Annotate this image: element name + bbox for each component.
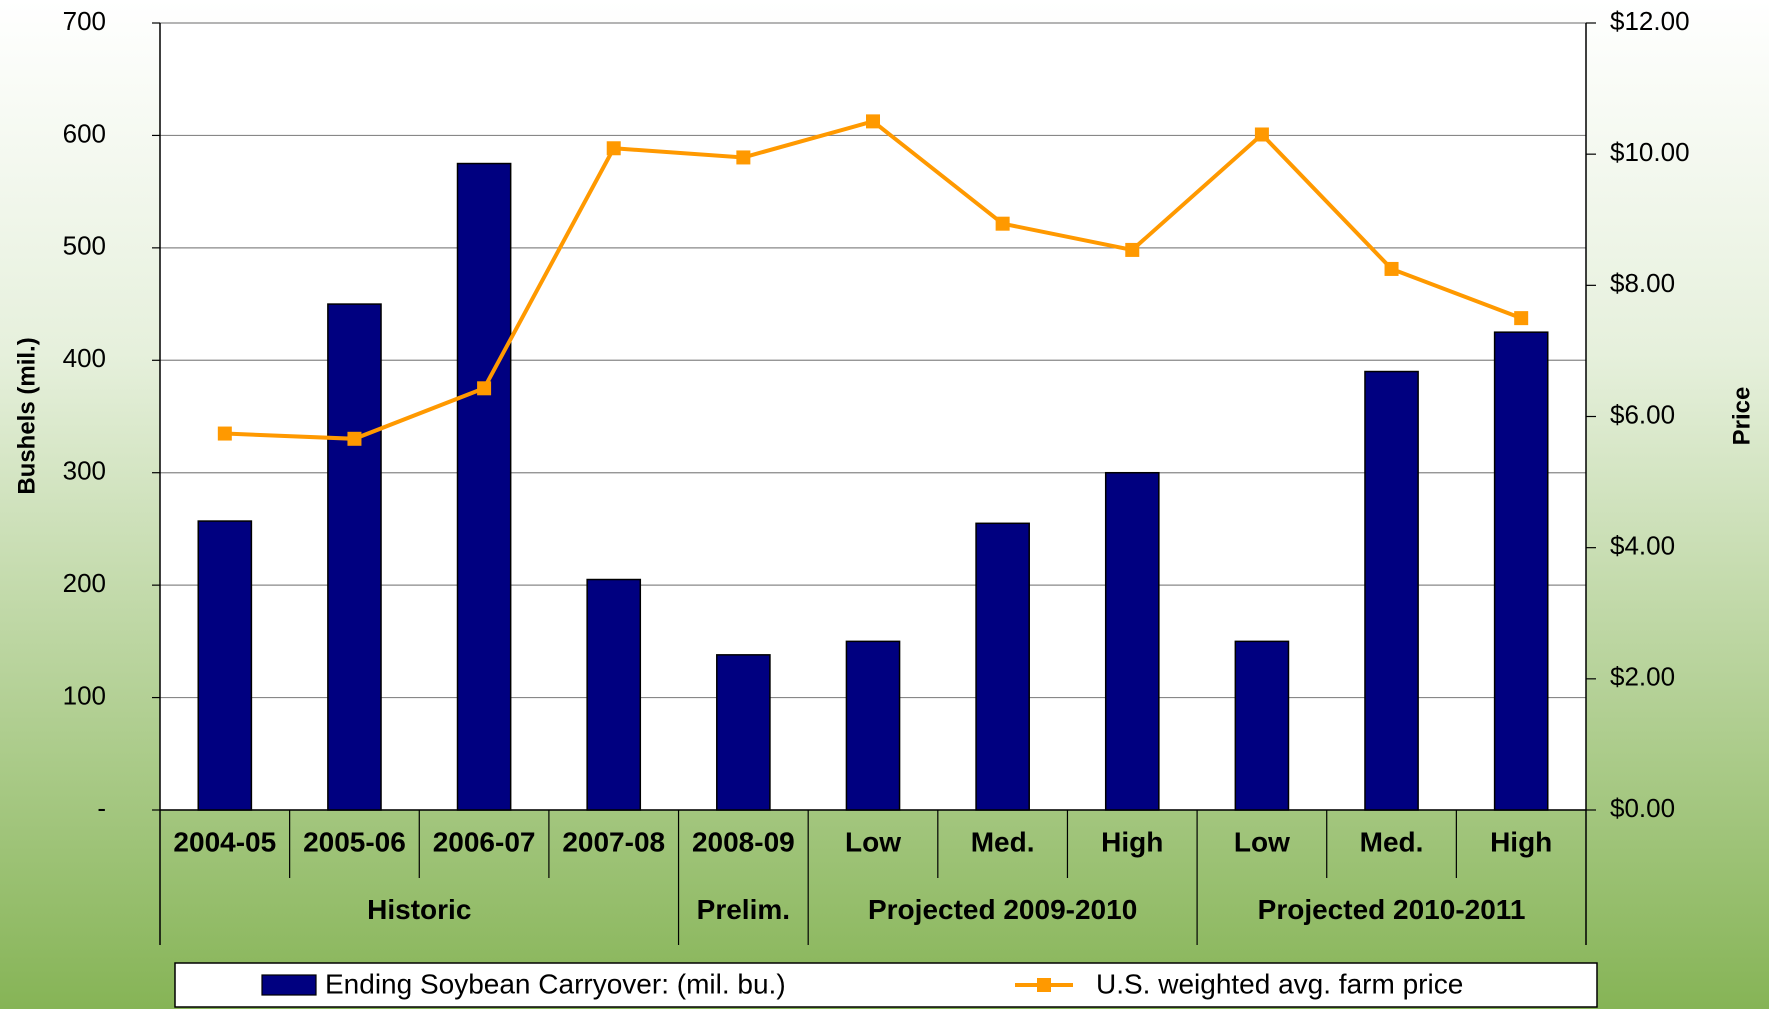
x-tick-label: High [1490, 826, 1552, 857]
x-tick-label: 2006-07 [433, 826, 536, 857]
y2-tick-label: $6.00 [1610, 399, 1675, 429]
legend [174, 962, 1598, 1008]
bar [975, 522, 1030, 811]
legend-swatch [1037, 978, 1051, 992]
legend-swatch [261, 974, 317, 996]
y-tick-label: 400 [63, 343, 106, 373]
price-marker [477, 381, 492, 396]
x-tick-label: 2004-05 [173, 826, 276, 857]
bar [586, 578, 642, 811]
legend-label: U.S. weighted avg. farm price [1096, 968, 1463, 999]
bar [1364, 370, 1419, 811]
x-tick-label: High [1101, 826, 1163, 857]
price-marker [736, 150, 751, 165]
price-marker [866, 114, 880, 129]
price-marker [1384, 261, 1399, 276]
group-label: Prelim. [697, 894, 790, 925]
group-label: Projected 2009-2010 [868, 894, 1137, 925]
y2-tick-label: $12.00 [1610, 6, 1690, 36]
price-marker [995, 216, 1010, 231]
y-tick-label: - [97, 793, 106, 823]
group-label: Historic [367, 894, 471, 925]
price-marker [347, 431, 362, 446]
price-marker [606, 141, 621, 156]
y2-tick-label: $8.00 [1610, 268, 1675, 298]
bar [845, 640, 901, 811]
y-axis-title: Bushels (mil.) [13, 337, 40, 494]
bar [327, 303, 382, 811]
price-marker [217, 426, 232, 441]
y2-axis-title: Price [1728, 387, 1755, 446]
x-tick-label: 2008-09 [692, 826, 795, 857]
bar [197, 520, 253, 811]
x-tick-label: 2005-06 [303, 826, 406, 857]
group-label: Projected 2010-2011 [1258, 894, 1526, 925]
price-marker [1125, 242, 1140, 257]
x-tick-label: Low [1234, 826, 1290, 857]
y2-tick-label: $10.00 [1610, 137, 1690, 167]
y2-tick-label: $0.00 [1610, 793, 1675, 823]
bar [1234, 640, 1290, 811]
bar [716, 654, 771, 811]
x-tick-label: Med. [1360, 826, 1424, 857]
y2-tick-label: $4.00 [1610, 531, 1675, 561]
y-tick-label: 300 [63, 456, 106, 486]
x-tick-label: Low [845, 826, 901, 857]
y-tick-label: 600 [63, 118, 106, 148]
price-marker [1514, 311, 1529, 326]
bar [1104, 471, 1160, 811]
price-marker [1254, 127, 1269, 142]
legend-label: Ending Soybean Carryover: (mil. bu.) [325, 968, 786, 999]
bar [1493, 331, 1549, 811]
y-tick-label: 500 [63, 231, 106, 261]
y-tick-label: 200 [63, 568, 106, 598]
y-tick-label: 700 [63, 6, 106, 36]
bar [456, 162, 512, 811]
y-tick-label: 100 [63, 680, 106, 710]
y2-tick-label: $2.00 [1610, 662, 1675, 692]
x-tick-label: Med. [971, 826, 1035, 857]
x-tick-label: 2007-08 [562, 826, 665, 857]
